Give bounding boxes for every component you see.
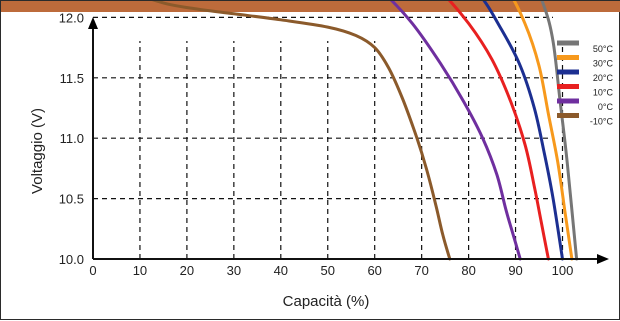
series-lines	[151, 1, 579, 261]
y-tick-labels: 10.010.511.011.512.012.513.013.5	[59, 10, 84, 267]
header-band	[1, 1, 620, 12]
series-line-0c	[390, 1, 522, 261]
gridlines	[93, 16, 564, 259]
series-line-20c	[482, 1, 564, 261]
legend-swatch	[557, 40, 579, 46]
x-tick-label: 30	[227, 263, 241, 278]
series-line-10c	[447, 1, 550, 261]
legend-swatch	[557, 55, 579, 60]
legend-label: 20°C	[593, 73, 614, 83]
legend-label: 10°C	[593, 88, 614, 98]
series-line-50c	[540, 1, 579, 261]
legend: 50°C 30°C 20°C 10°C 0°C -10°C	[557, 40, 614, 127]
legend-swatch	[557, 113, 579, 118]
legend-label: 30°C	[593, 59, 614, 69]
y-tick-label: 11.0	[60, 131, 84, 146]
x-tick-label: 70	[414, 263, 428, 278]
y-axis-arrow	[88, 17, 98, 29]
x-tick-label: 0	[89, 263, 96, 278]
legend-swatch	[557, 98, 579, 104]
legend-label: 50°C	[593, 44, 614, 54]
x-tick-label: 100	[552, 263, 574, 278]
x-tick-label: 20	[180, 263, 194, 278]
y-tick-label: 10.0	[59, 252, 84, 267]
x-axis-title: Capacità (%)	[283, 293, 370, 310]
x-tick-label: 40	[274, 263, 288, 278]
legend-swatch	[557, 84, 579, 89]
y-axis-title: Voltaggio (V)	[29, 108, 46, 194]
series-line-minus-10c	[151, 1, 452, 261]
legend-label: 0°C	[598, 102, 614, 112]
legend-swatch	[557, 69, 579, 75]
x-tick-label: 80	[461, 263, 475, 278]
legend-label: -10°C	[590, 117, 614, 127]
x-tick-label: 60	[367, 263, 381, 278]
y-tick-label: 12.0	[59, 10, 84, 25]
y-tick-label: 11.5	[60, 71, 84, 86]
x-tick-labels: 0 10 20 30 40 50 60 70 80 90 100	[89, 263, 573, 278]
axes	[88, 17, 609, 264]
x-axis-arrow	[597, 254, 609, 264]
y-tick-label: 10.5	[59, 192, 84, 207]
x-tick-label: 90	[508, 263, 522, 278]
series-line-30c	[512, 1, 574, 261]
x-tick-label: 10	[133, 263, 147, 278]
x-tick-label: 50	[321, 263, 335, 278]
